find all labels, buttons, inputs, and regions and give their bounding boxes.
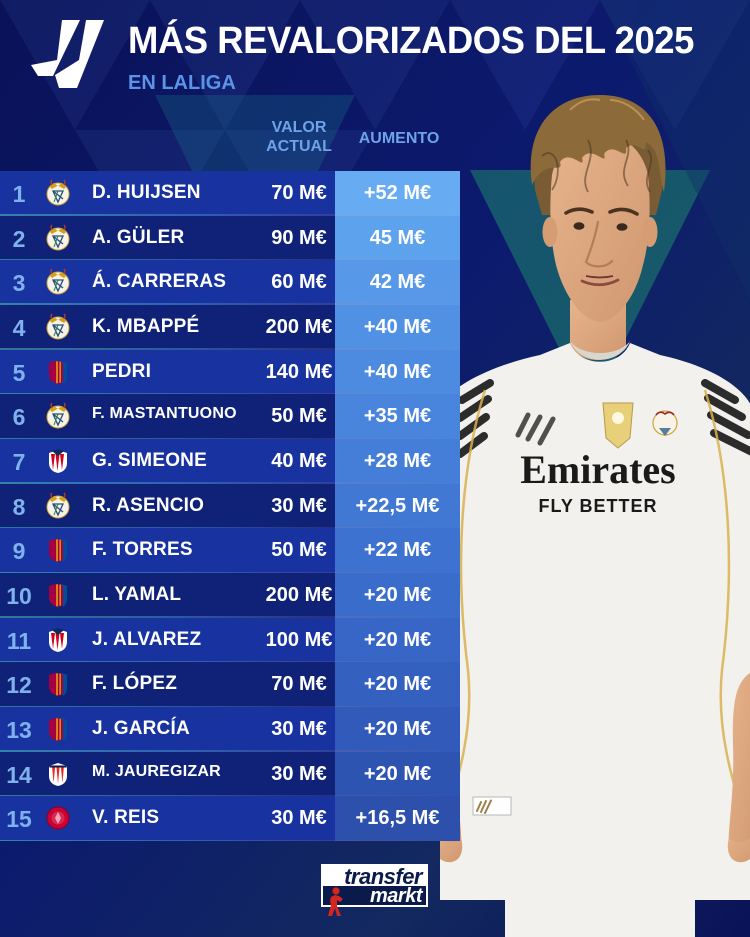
- svg-text:FLY BETTER: FLY BETTER: [538, 496, 657, 516]
- svg-text:Emirates: Emirates: [520, 447, 676, 492]
